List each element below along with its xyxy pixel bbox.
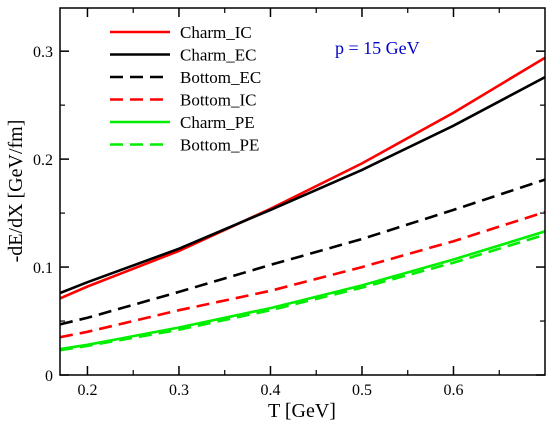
momentum-annotation: p = 15 GeV — [335, 38, 420, 58]
y-axis-title: -dE/dX [GeV/fm] — [5, 120, 27, 263]
legend-label-bottom-ic: Bottom_IC — [180, 91, 257, 110]
legend-label-charm-ec: Charm_EC — [180, 46, 257, 65]
y-tick-label: 0 — [45, 368, 53, 385]
series-line-charm-ec — [60, 75, 545, 295]
y-tick-label: 0.2 — [33, 152, 53, 169]
x-tick-label: 0.4 — [260, 382, 280, 399]
x-tick-label: 0.2 — [77, 382, 97, 399]
legend: Charm_IC Charm_EC Bottom_EC Bottom_IC Charm_… — [110, 23, 261, 155]
legend-label-charm-ic: Charm_IC — [180, 23, 252, 42]
x-tick-label: 0.6 — [443, 382, 463, 399]
series-line-bottom-ec — [60, 178, 545, 326]
x-tick-label: 0.3 — [169, 382, 189, 399]
legend-label-bottom-pe: Bottom_PE — [180, 136, 259, 155]
legend-label-charm-pe: Charm_PE — [180, 113, 255, 132]
plot-frame — [59, 7, 546, 376]
y-tick-label: 0.1 — [33, 260, 53, 277]
series-line-charm-ic — [60, 56, 545, 300]
y-tick-label: 0.3 — [33, 44, 53, 61]
axis-ticks: 0.2 0.3 0.4 0.5 0.6 0 0.1 0.2 0.3 — [33, 8, 545, 399]
x-tick-label: 0.5 — [352, 382, 372, 399]
series-line-bottom-ic — [60, 210, 545, 339]
series-line-charm-pe — [60, 230, 545, 351]
series-line-bottom-pe — [60, 233, 545, 352]
x-axis-title: T [GeV] — [268, 400, 336, 422]
legend-label-bottom-ec: Bottom_EC — [180, 68, 261, 87]
series-lines — [60, 56, 545, 352]
